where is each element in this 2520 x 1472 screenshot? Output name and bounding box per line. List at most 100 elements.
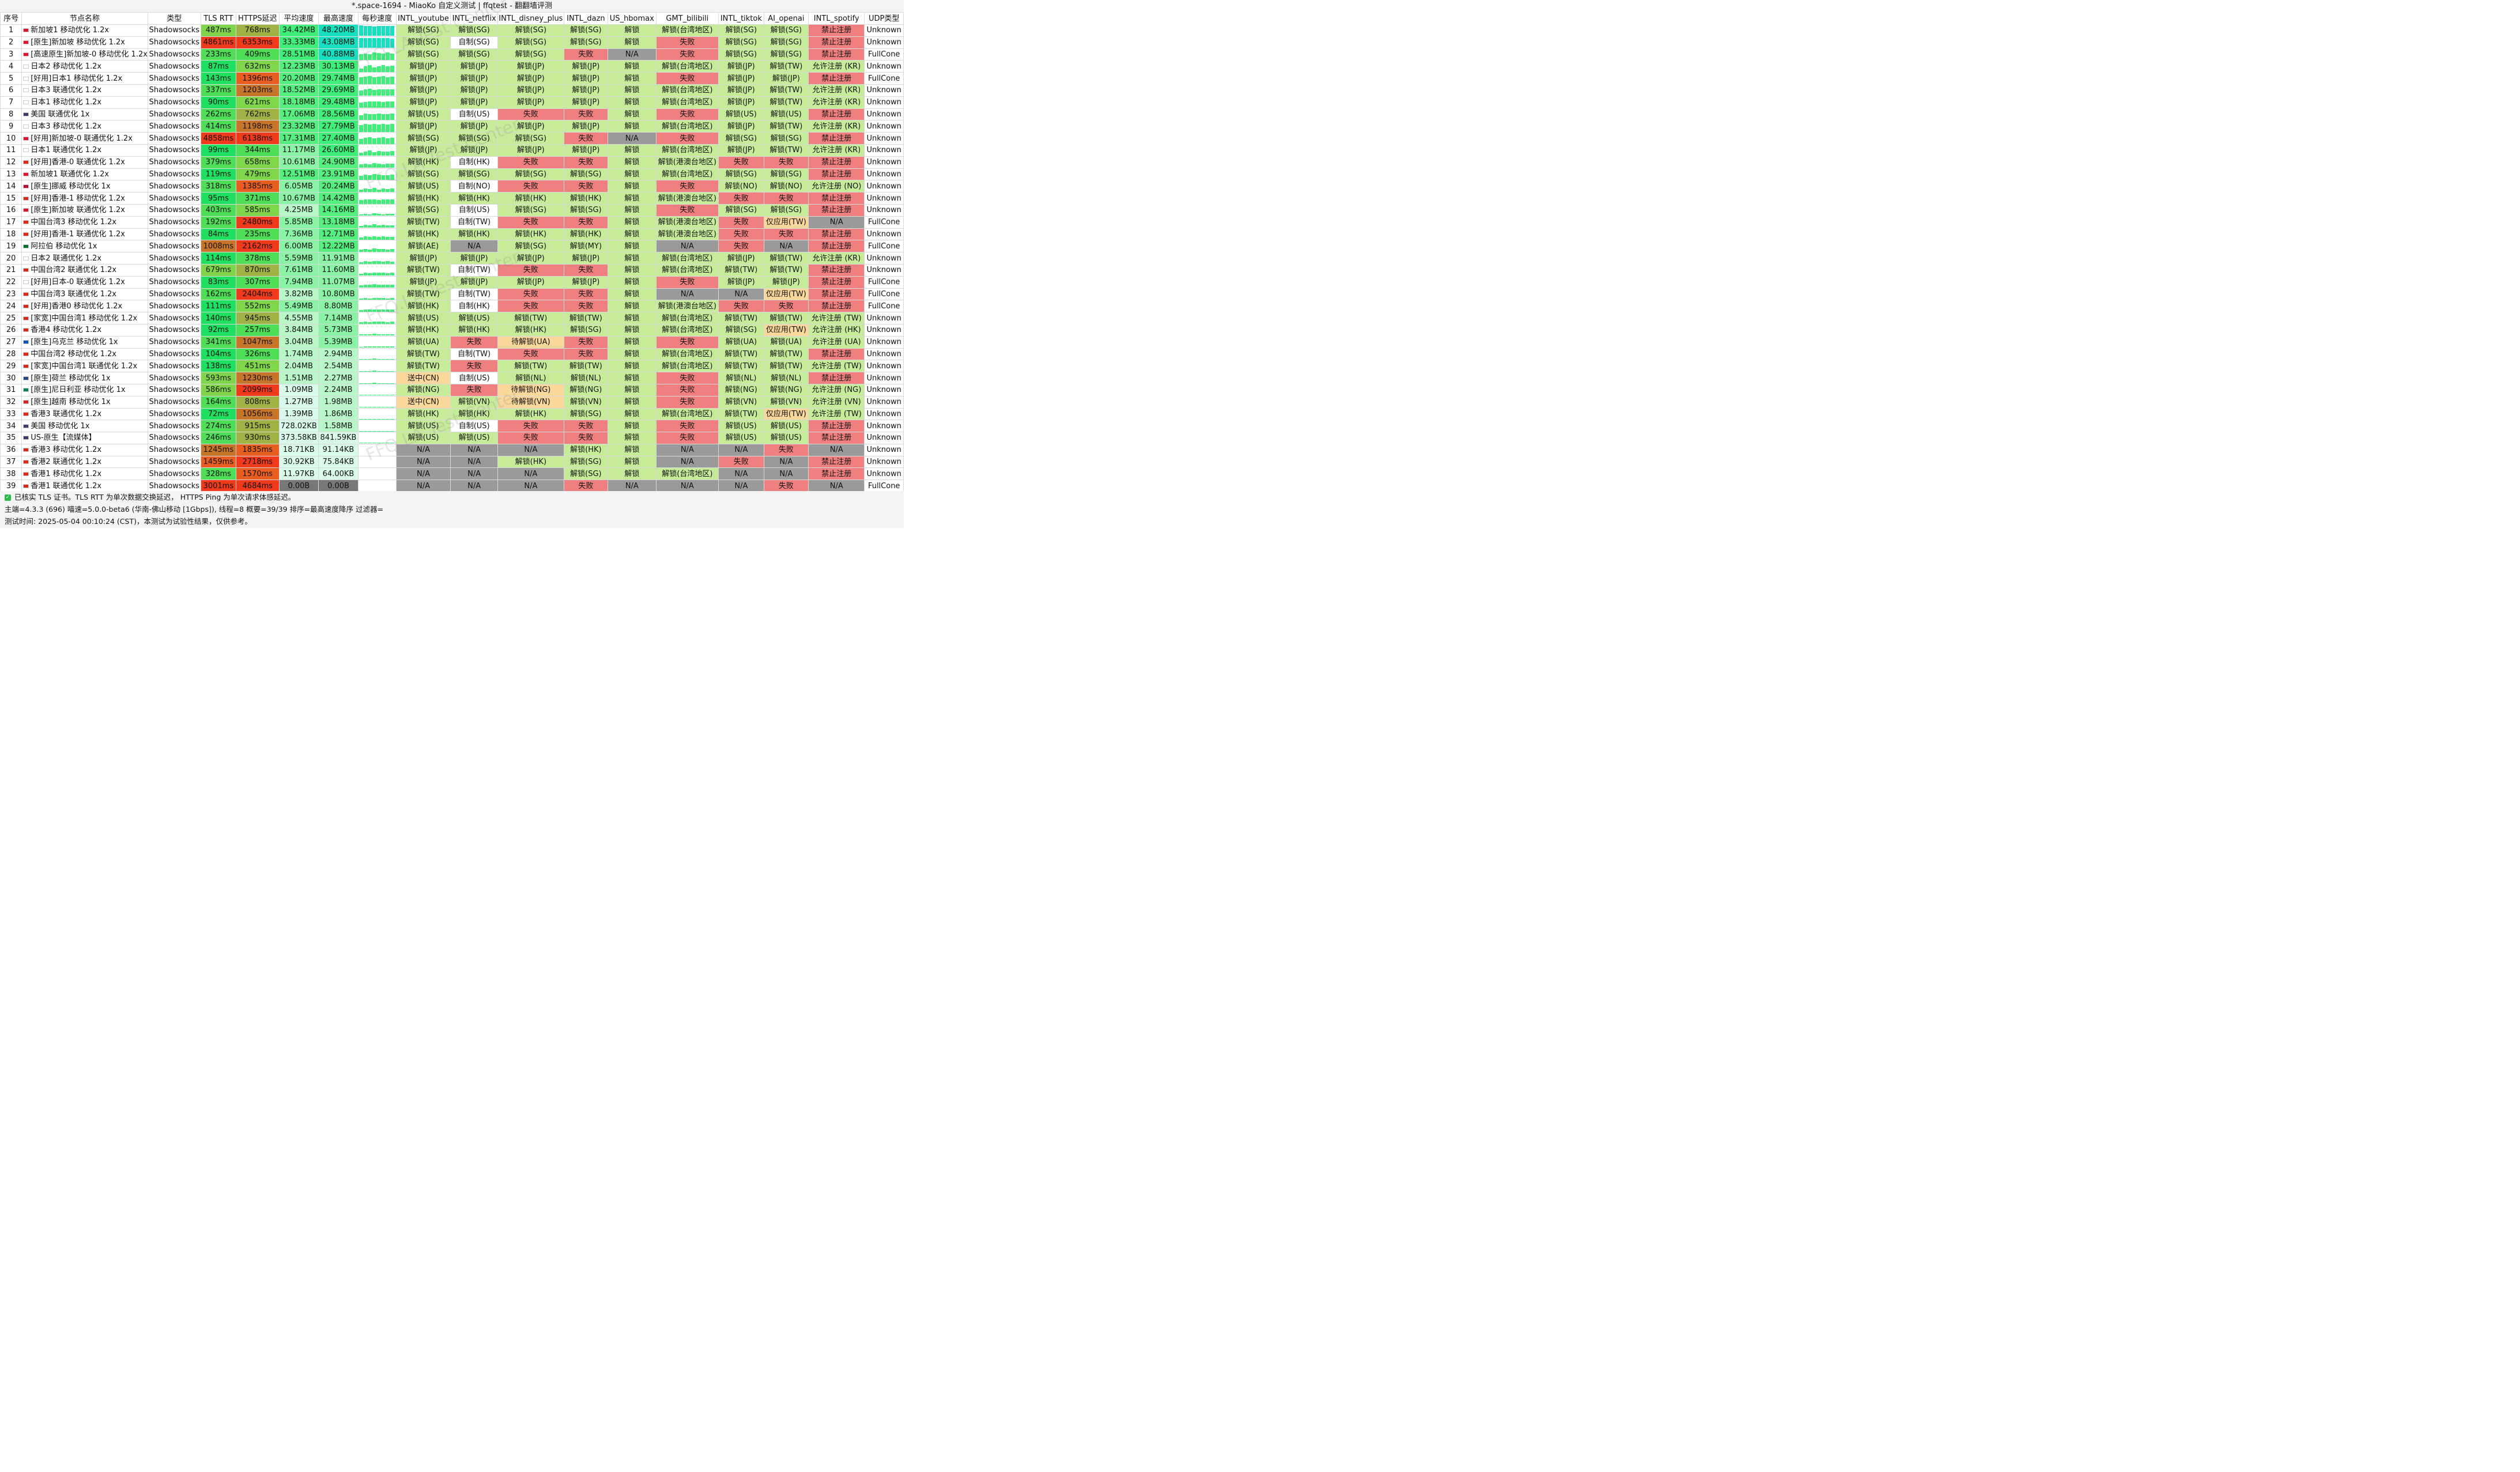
max-speed: 2.94MB — [318, 348, 359, 361]
speed-bar — [381, 418, 386, 420]
node-name-cell: 日本1 联通优化 1.2x — [21, 144, 148, 157]
table-row[interactable]: 30 [原生]荷兰 移动优化 1x Shadowsocks 593ms 1230ms 1.… — [0, 372, 904, 384]
row-index: 9 — [0, 120, 22, 133]
table-row[interactable]: 17 中国台湾3 移动优化 1.2x Shadowsocks 192ms 2480ms 5… — [0, 216, 904, 229]
proxy-type: Shadowsocks — [147, 420, 201, 433]
service-result: 解锁(JP) — [395, 252, 451, 265]
speed-bar — [376, 38, 381, 48]
table-row[interactable]: 8 美国 联通优化 1x Shadowsocks 262ms 762ms 17.06MB 2… — [0, 108, 904, 121]
flag-sg-icon — [23, 28, 29, 33]
udp-type: FullCone — [864, 216, 904, 229]
table-row[interactable]: 19 阿拉伯 移动优化 1x Shadowsocks 1008ms 2162ms 6.00… — [0, 240, 904, 253]
node-name: [好用]香港0 移动优化 1.2x — [31, 301, 123, 311]
node-name: [家宽]中国台湾1 联通优化 1.2x — [31, 361, 138, 371]
service-result: 解锁(VN) — [763, 395, 809, 409]
table-row[interactable]: 38 香港1 移动优化 1.2x Shadowsocks 328ms 1570ms 11.… — [0, 467, 904, 481]
column-header[interactable]: US_hbomax — [608, 12, 657, 25]
table-row[interactable]: 4 日本2 移动优化 1.2x Shadowsocks 87ms 632ms 12.23M… — [0, 60, 904, 73]
udp-type: Unknown — [864, 60, 904, 73]
table-row[interactable]: 24 [好用]香港0 移动优化 1.2x Shadowsocks 111ms 552ms… — [0, 300, 904, 313]
service-result: 解锁(TW) — [763, 120, 809, 133]
service-result: 待解锁(NG) — [497, 383, 564, 397]
column-header[interactable]: 每秒速度 — [357, 12, 397, 25]
table-row[interactable]: 13 新加坡1 联通优化 1.2x Shadowsocks 119ms 479ms 12.… — [0, 168, 904, 181]
service-result: 禁止注册 — [808, 192, 865, 205]
table-row[interactable]: 39 香港1 联通优化 1.2x Shadowsocks 3001ms 4684ms 0.… — [0, 480, 904, 493]
table-row[interactable]: 25 [家宽]中国台湾1 移动优化 1.2x Shadowsocks 140ms 945… — [0, 312, 904, 324]
column-header[interactable]: 类型 — [147, 12, 201, 25]
speed-bar — [390, 89, 394, 96]
service-result: 禁止注册 — [808, 275, 865, 289]
table-row[interactable]: 32 [原生]越南 移动优化 1x Shadowsocks 164ms 808ms 1.2… — [0, 395, 904, 409]
speed-bar — [390, 322, 394, 324]
table-row[interactable]: 16 [原生]新加坡 联通优化 1.2x Shadowsocks 403ms 585ms… — [0, 203, 904, 217]
speed-bar — [390, 137, 394, 144]
node-name: [原生]新加坡 移动优化 1.2x — [31, 38, 125, 47]
table-row[interactable]: 12 [好用]香港-0 联通优化 1.2x Shadowsocks 379ms 658m… — [0, 156, 904, 169]
service-result: N/A — [655, 443, 719, 456]
table-row[interactable]: 36 香港3 移动优化 1.2x Shadowsocks 1245ms 1835ms 18… — [0, 443, 904, 456]
table-row[interactable]: 11 日本1 联通优化 1.2x Shadowsocks 99ms 344ms 11.17… — [0, 144, 904, 157]
column-header[interactable]: 节点名称 — [21, 12, 148, 25]
column-header[interactable]: INTL_youtube — [395, 12, 451, 25]
table-row[interactable]: 26 香港4 移动优化 1.2x Shadowsocks 92ms 257ms 3.84M… — [0, 323, 904, 337]
speed-bar — [359, 102, 363, 108]
flag-sg-icon — [23, 136, 29, 141]
node-name: 中国台湾2 联通优化 1.2x — [31, 266, 117, 275]
column-header[interactable]: GMT_bilibili — [655, 12, 719, 25]
table-row[interactable]: 31 [原生]尼日利亚 移动优化 1x Shadowsocks 586ms 2099ms… — [0, 383, 904, 397]
speed-bar — [376, 298, 381, 300]
row-index: 1 — [0, 24, 22, 37]
table-row[interactable]: 29 [家宽]中国台湾1 联通优化 1.2x Shadowsocks 138ms 451… — [0, 360, 904, 373]
table-row[interactable]: 21 中国台湾2 联通优化 1.2x Shadowsocks 679ms 870ms 7.… — [0, 263, 904, 277]
table-row[interactable]: 34 美国 移动优化 1x Shadowsocks 274ms 915ms 728.02K… — [0, 420, 904, 433]
table-row[interactable]: 7 日本1 移动优化 1.2x Shadowsocks 90ms 621ms 18.18M… — [0, 96, 904, 109]
table-row[interactable]: 15 [好用]香港-1 移动优化 1.2x Shadowsocks 95ms 371ms… — [0, 192, 904, 205]
column-header[interactable]: UDP类型 — [864, 12, 904, 25]
table-row[interactable]: 14 [原生]挪威 移动优化 1x Shadowsocks 318ms 1385ms 6.… — [0, 180, 904, 193]
column-header[interactable]: 平均速度 — [278, 12, 319, 25]
column-header[interactable]: 最高速度 — [318, 12, 359, 25]
service-result: 解锁(SG) — [718, 168, 764, 181]
table-row[interactable]: 6 日本3 联通优化 1.2x Shadowsocks 337ms 1203ms 18.5… — [0, 84, 904, 97]
service-result: 解锁(JP) — [718, 96, 764, 109]
speed-bar — [386, 152, 390, 156]
table-row[interactable]: 1 新加坡1 移动优化 1.2x Shadowsocks 487ms 768ms 34.4… — [0, 24, 904, 37]
row-index: 38 — [0, 467, 22, 481]
table-row[interactable]: 5 [好用]日本1 移动优化 1.2x Shadowsocks 143ms 1396ms… — [0, 72, 904, 85]
table-row[interactable]: 27 [原生]乌克兰 移动优化 1x Shadowsocks 341ms 1047ms 3… — [0, 335, 904, 349]
column-header[interactable]: HTTPS延迟 — [236, 12, 280, 25]
service-result: 禁止注册 — [808, 288, 865, 301]
table-row[interactable]: 33 香港3 联通优化 1.2x Shadowsocks 72ms 1056ms 1.39… — [0, 407, 904, 421]
speed-bar — [381, 151, 386, 156]
tls-rtt: 403ms — [200, 203, 237, 217]
table-row[interactable]: 23 中国台湾3 联通优化 1.2x Shadowsocks 162ms 2404ms 3… — [0, 288, 904, 301]
column-header[interactable]: INTL_netflix — [450, 12, 498, 25]
table-row[interactable]: 2 [原生]新加坡 移动优化 1.2x Shadowsocks 4861ms 6353m… — [0, 36, 904, 49]
table-row[interactable]: 9 日本3 移动优化 1.2x Shadowsocks 414ms 1198ms 23.3… — [0, 120, 904, 133]
column-header[interactable]: INTL_disney_plus — [497, 12, 564, 25]
column-header[interactable]: 序号 — [0, 12, 22, 25]
table-row[interactable]: 22 [好用]日本-0 联通优化 1.2x Shadowsocks 83ms 307ms… — [0, 275, 904, 289]
column-header[interactable]: INTL_dazn — [563, 12, 609, 25]
per-second-speed — [357, 360, 397, 373]
udp-type: Unknown — [864, 168, 904, 181]
column-header[interactable]: INTL_spotify — [808, 12, 865, 25]
node-name-cell: 中国台湾3 联通优化 1.2x — [21, 288, 148, 301]
table-row[interactable]: 18 [好用]香港-1 联通优化 1.2x Shadowsocks 84ms 235ms… — [0, 228, 904, 241]
table-row[interactable]: 20 日本2 联通优化 1.2x Shadowsocks 114ms 378ms 5.59… — [0, 252, 904, 265]
udp-type: Unknown — [864, 407, 904, 421]
table-row[interactable]: 37 香港2 联通优化 1.2x Shadowsocks 1459ms 2718ms 30… — [0, 455, 904, 469]
avg-speed: 5.59MB — [278, 252, 319, 265]
table-row[interactable]: 35 US-原生【流媒体】 Shadowsocks 246ms 930ms 373.58K… — [0, 432, 904, 444]
column-header[interactable]: INTL_tiktok — [718, 12, 764, 25]
table-row[interactable]: 28 中国台湾2 移动优化 1.2x Shadowsocks 104ms 326ms 1.… — [0, 348, 904, 361]
table-row[interactable]: 3 [高速原生]新加坡-0 移动优化 1.2x Shadowsocks 233ms 40… — [0, 48, 904, 61]
column-header[interactable]: TLS RTT — [200, 12, 237, 25]
proxy-type: Shadowsocks — [147, 432, 201, 444]
max-speed: 841.59KB — [318, 432, 359, 444]
avg-speed: 17.31MB — [278, 132, 319, 145]
column-header[interactable]: AI_openai — [763, 12, 809, 25]
service-result: 解锁(JP) — [497, 84, 564, 97]
table-row[interactable]: 10 [好用]新加坡-0 联通优化 1.2x Shadowsocks 4858ms 61… — [0, 132, 904, 145]
